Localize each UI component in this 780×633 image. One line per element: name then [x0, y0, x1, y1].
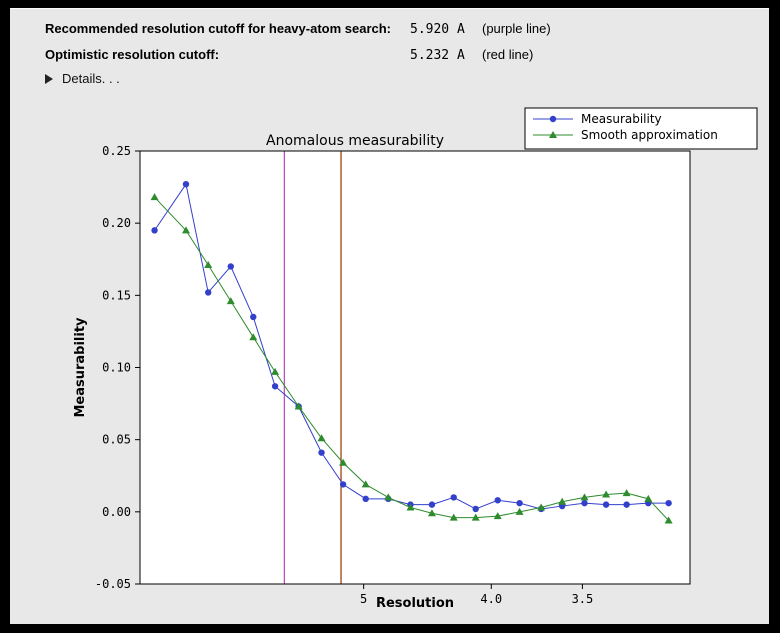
y-axis-label: Measurability [73, 317, 88, 418]
measurability-figure: 0.25 0.20 0.15 0.10 0.05 0.00 -0.05 5 4.0 3.5 Anom… [10, 104, 769, 618]
anomalous-measurability-plot: 0.25 0.20 0.15 0.10 0.05 0.00 -0.05 5 4.0 3.5 Anom… [73, 107, 758, 611]
svg-text:0.25: 0.25 [102, 144, 131, 158]
optimistic-cutoff-note: (red line) [482, 47, 534, 62]
series-measurability [151, 180, 672, 513]
x-axis-label: Resolution [376, 596, 454, 611]
svg-text:0.10: 0.10 [102, 361, 131, 375]
optimistic-cutoff-label: Optimistic resolution cutoff: [45, 47, 220, 62]
legend-entry-label: Smooth approximation [581, 128, 718, 142]
legend: Measurability Smooth approximation [524, 107, 758, 150]
recommended-cutoff-note: (purple line) [482, 21, 551, 36]
series-smooth-approximation [150, 193, 673, 524]
xtriage-result-panel: Recommended resolution cutoff for heavy-… [10, 8, 769, 624]
svg-text:5: 5 [360, 592, 367, 606]
svg-text:0.15: 0.15 [102, 288, 131, 302]
optimistic-cutoff-value: 5.232 A [410, 48, 465, 63]
details-label: Details. . . [62, 71, 120, 86]
x-axis-ticks: 5 4.0 3.5 [360, 584, 593, 606]
disclosure-triangle-icon [45, 73, 53, 84]
chart-title: Anomalous measurability [266, 133, 444, 149]
y-axis-ticks: 0.25 0.20 0.15 0.10 0.05 0.00 -0.05 [95, 144, 140, 591]
svg-text:4.0: 4.0 [480, 592, 502, 606]
svg-text:0.05: 0.05 [102, 433, 131, 447]
recommended-cutoff-row: Recommended resolution cutoff for heavy-… [45, 21, 551, 37]
svg-text:0.20: 0.20 [102, 216, 131, 230]
plot-area [140, 151, 690, 584]
optimistic-cutoff-row: Optimistic resolution cutoff: 5.232 A (red… [45, 47, 533, 63]
svg-text:0.00: 0.00 [102, 505, 131, 519]
recommended-cutoff-label: Recommended resolution cutoff for heavy-… [45, 21, 392, 36]
recommended-cutoff-value: 5.920 A [410, 22, 465, 37]
svg-text:3.5: 3.5 [572, 592, 594, 606]
legend-entry-label: Measurability [581, 112, 662, 126]
svg-text:-0.05: -0.05 [95, 577, 131, 591]
details-disclosure[interactable]: Details. . . [45, 71, 120, 86]
